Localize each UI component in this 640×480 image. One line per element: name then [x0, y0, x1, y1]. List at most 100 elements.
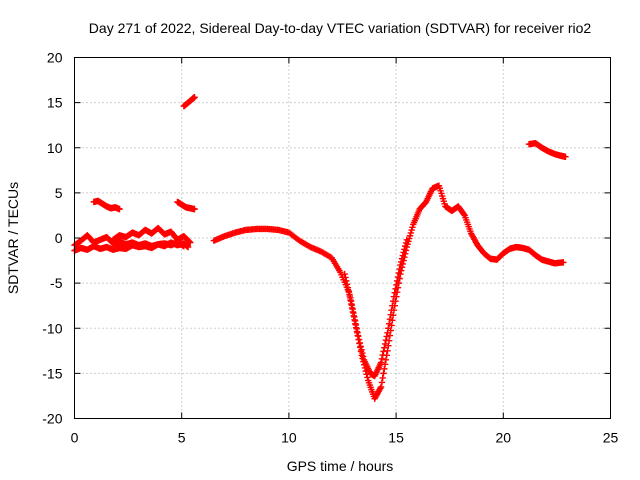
data-point [354, 329, 361, 336]
plot-frame [74, 57, 611, 419]
series-band-c [109, 224, 194, 246]
y-tick-label: -15 [42, 365, 62, 381]
data-point [351, 317, 359, 325]
data-point [388, 307, 395, 314]
data-point [400, 249, 407, 256]
x-tick-label: 25 [603, 430, 619, 446]
data-point [379, 374, 386, 382]
data-point [385, 325, 392, 332]
series-arc-1 [90, 197, 123, 213]
series-arc-4 [525, 140, 569, 160]
data-point [402, 242, 409, 250]
data-point [384, 329, 391, 336]
data-point [562, 153, 569, 160]
data-point [386, 316, 394, 323]
series-arc-3 [180, 94, 198, 110]
data-point [391, 289, 398, 296]
data-point [392, 285, 399, 292]
series-dip-inner [341, 236, 411, 380]
data-point [380, 370, 387, 377]
data-point [397, 261, 404, 269]
x-tick-label: 0 [71, 430, 79, 446]
data-point [378, 379, 386, 386]
data-point [343, 277, 350, 285]
data-point [377, 383, 385, 391]
data-point [377, 359, 385, 366]
series-arc-2 [174, 198, 198, 213]
series-band-b [71, 239, 192, 254]
data-point [345, 287, 352, 295]
y-tick-label: 0 [55, 230, 63, 246]
data-point [381, 344, 388, 351]
x-tick-label: 15 [388, 430, 404, 446]
data-point [355, 336, 363, 343]
y-tick-label: 20 [47, 50, 63, 66]
y-tick-label: 5 [55, 185, 63, 201]
data-point [383, 333, 390, 340]
data-point [395, 269, 402, 277]
data-point [346, 291, 353, 298]
x-tick-label: 10 [281, 430, 297, 446]
y-axis-label: SDTVAR / TECUs [5, 182, 21, 294]
data-point [350, 309, 357, 317]
x-tick-label: 20 [496, 430, 512, 446]
y-tick-label: 10 [47, 140, 63, 156]
gridlines [74, 57, 611, 419]
data-point [352, 321, 360, 329]
y-tick-label: -10 [42, 320, 62, 336]
data-point [347, 294, 354, 301]
data-point [382, 337, 390, 344]
data-point [353, 325, 360, 333]
data-point [398, 255, 406, 262]
data-point [359, 353, 367, 360]
data-point [460, 211, 468, 218]
data-point [378, 355, 386, 363]
data-point [341, 270, 348, 278]
data-point [343, 281, 351, 288]
data-point [358, 346, 365, 353]
data-point [389, 302, 396, 309]
data-point [397, 258, 405, 266]
axes: 0 5 10 15 20 25 -20 -15 -10 -5 0 5 10 15 20 [42, 50, 618, 446]
y-tick-label: -5 [50, 275, 63, 291]
y-tick-label: -20 [42, 411, 62, 427]
data-point [393, 277, 401, 285]
data-point [344, 284, 352, 291]
data-point [351, 313, 358, 321]
data-point [390, 293, 398, 300]
x-tick-label: 5 [178, 430, 186, 446]
data-point [186, 238, 193, 245]
data-point [382, 356, 390, 364]
data-point [356, 339, 364, 347]
data-point [396, 265, 403, 273]
data-point [364, 374, 371, 381]
data-point [389, 297, 397, 305]
data-point [385, 320, 393, 327]
data-point [381, 340, 389, 348]
data-point [379, 351, 386, 359]
data-point [116, 205, 123, 213]
data-point [191, 205, 198, 213]
data-point [394, 273, 402, 281]
data-point [387, 311, 394, 318]
data-point [359, 349, 366, 357]
chart-title: Day 271 of 2022, Sidereal Day-to-day VTE… [89, 20, 592, 36]
data-point [402, 239, 410, 247]
data-point [191, 94, 198, 101]
data-point [184, 243, 192, 251]
data-point [347, 297, 355, 305]
data-points [71, 94, 569, 402]
data-point [187, 239, 194, 246]
data-point [403, 236, 411, 244]
data-point [399, 252, 406, 259]
data-point [349, 305, 356, 313]
x-axis-label: GPS time / hours [287, 458, 394, 474]
data-point [355, 332, 362, 340]
y-tick-label: 15 [47, 95, 63, 111]
data-point [560, 259, 567, 266]
series-main [210, 182, 567, 402]
data-point [342, 274, 349, 281]
data-point [381, 365, 388, 373]
data-point [357, 343, 364, 350]
